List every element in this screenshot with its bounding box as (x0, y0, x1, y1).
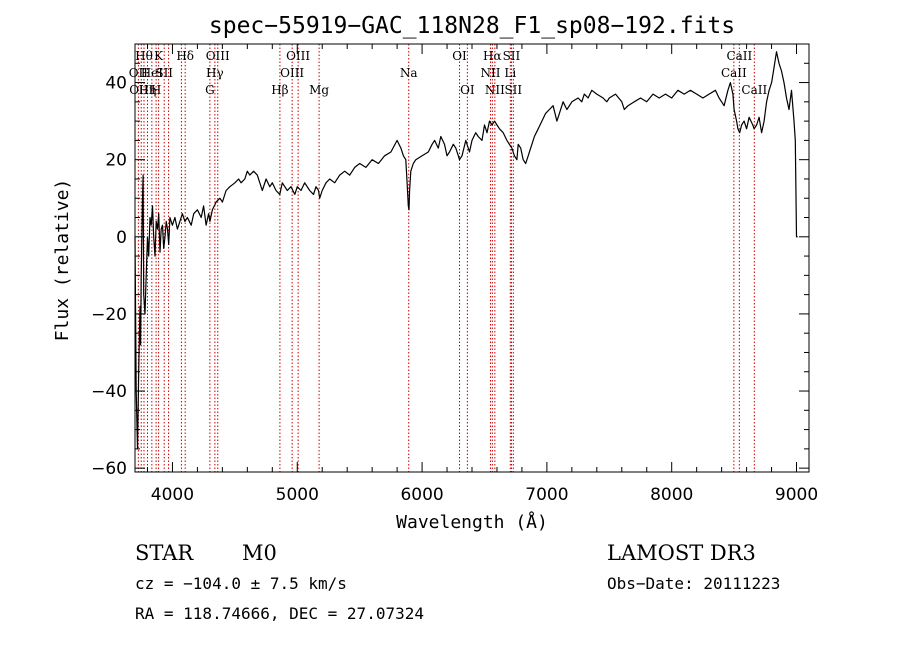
x-tick-label-4: 8000 (650, 485, 693, 505)
y-tick-label-4: 20 (105, 151, 127, 171)
tick-labels: 4000 5000 6000 7000 8000 9000 −60 −40 −20 0 20 40 (91, 74, 818, 505)
line-marker-label-23: NII (485, 83, 505, 97)
line-marker-label-14: Hβ (271, 83, 288, 97)
y-axis-label: Flux (relative) (52, 179, 73, 342)
line-marker-label-21: NII (480, 66, 500, 80)
line-marker-label-3: Hη (139, 83, 157, 97)
line-marker-label-10: Hδ (176, 49, 194, 63)
axis-ticks (135, 43, 809, 472)
line-marker-label-12: Hγ (206, 66, 224, 80)
spectrum-line-0 (134, 51, 798, 450)
obs-date-text: Obs−Date: 20111223 (607, 574, 780, 593)
plot-frame (134, 43, 810, 473)
line-marker-labels: OIIOIIIHθHηHeIHKSIIHδGHγOIIIHβOIIIOIIIMg… (129, 49, 768, 97)
coordinates-text: RA = 118.74666, DEC = 27.07324 (135, 604, 424, 623)
x-tick-label-1: 5000 (276, 485, 319, 505)
line-marker-label-18: Na (400, 66, 418, 80)
y-tick-label-0: −60 (91, 459, 127, 479)
y-tick-label-3: 0 (116, 228, 127, 248)
line-marker-label-27: CaII (721, 66, 747, 80)
line-marker-label-22: Hα (483, 49, 502, 63)
line-marker-label-11: G (205, 83, 215, 97)
y-tick-label-5: 40 (105, 74, 127, 94)
chart-title: spec−55919−GAC_118N28_F1_sp08−192.fits (209, 13, 735, 39)
line-marker-label-17: Mg (309, 83, 329, 97)
line-marker-label-0: OII (129, 66, 149, 80)
x-tick-label-0: 4000 (151, 485, 194, 505)
line-marker-label-15: OIII (280, 66, 304, 80)
line-marker-label-26: SII (504, 83, 522, 97)
line-marker-label-13: OIII (206, 49, 230, 63)
x-tick-label-5: 9000 (775, 485, 818, 505)
line-marker-label-2: Hθ (135, 49, 153, 63)
line-marker-label-28: CaII (726, 49, 752, 63)
y-tick-label-2: −20 (91, 305, 127, 325)
line-marker-label-24: Li (504, 66, 516, 80)
line-marker-label-19: OI (452, 49, 467, 63)
line-marker-label-7: SII (155, 66, 173, 80)
x-axis-label: Wavelength (Å) (396, 511, 548, 533)
subclass-label: M0 (242, 541, 277, 565)
x-tick-label-3: 7000 (525, 485, 568, 505)
line-marker-label-6: K (154, 49, 164, 63)
line-marker-label-5: H (151, 83, 161, 97)
series-layer (134, 51, 798, 450)
line-marker-label-25: SII (503, 49, 521, 63)
line-markers (137, 44, 755, 472)
class-label: STAR (135, 541, 194, 565)
line-marker-label-16: OIII (286, 49, 310, 63)
redshift-text: cz = −104.0 ± 7.5 km/s (135, 574, 347, 593)
line-marker-label-4: HeI (141, 66, 164, 80)
line-marker-label-29: CaII (741, 83, 767, 97)
x-tick-label-2: 6000 (400, 485, 443, 505)
y-tick-label-1: −40 (91, 382, 127, 402)
survey-label: LAMOST DR3 (607, 541, 756, 565)
line-marker-label-20: OI (460, 83, 475, 97)
